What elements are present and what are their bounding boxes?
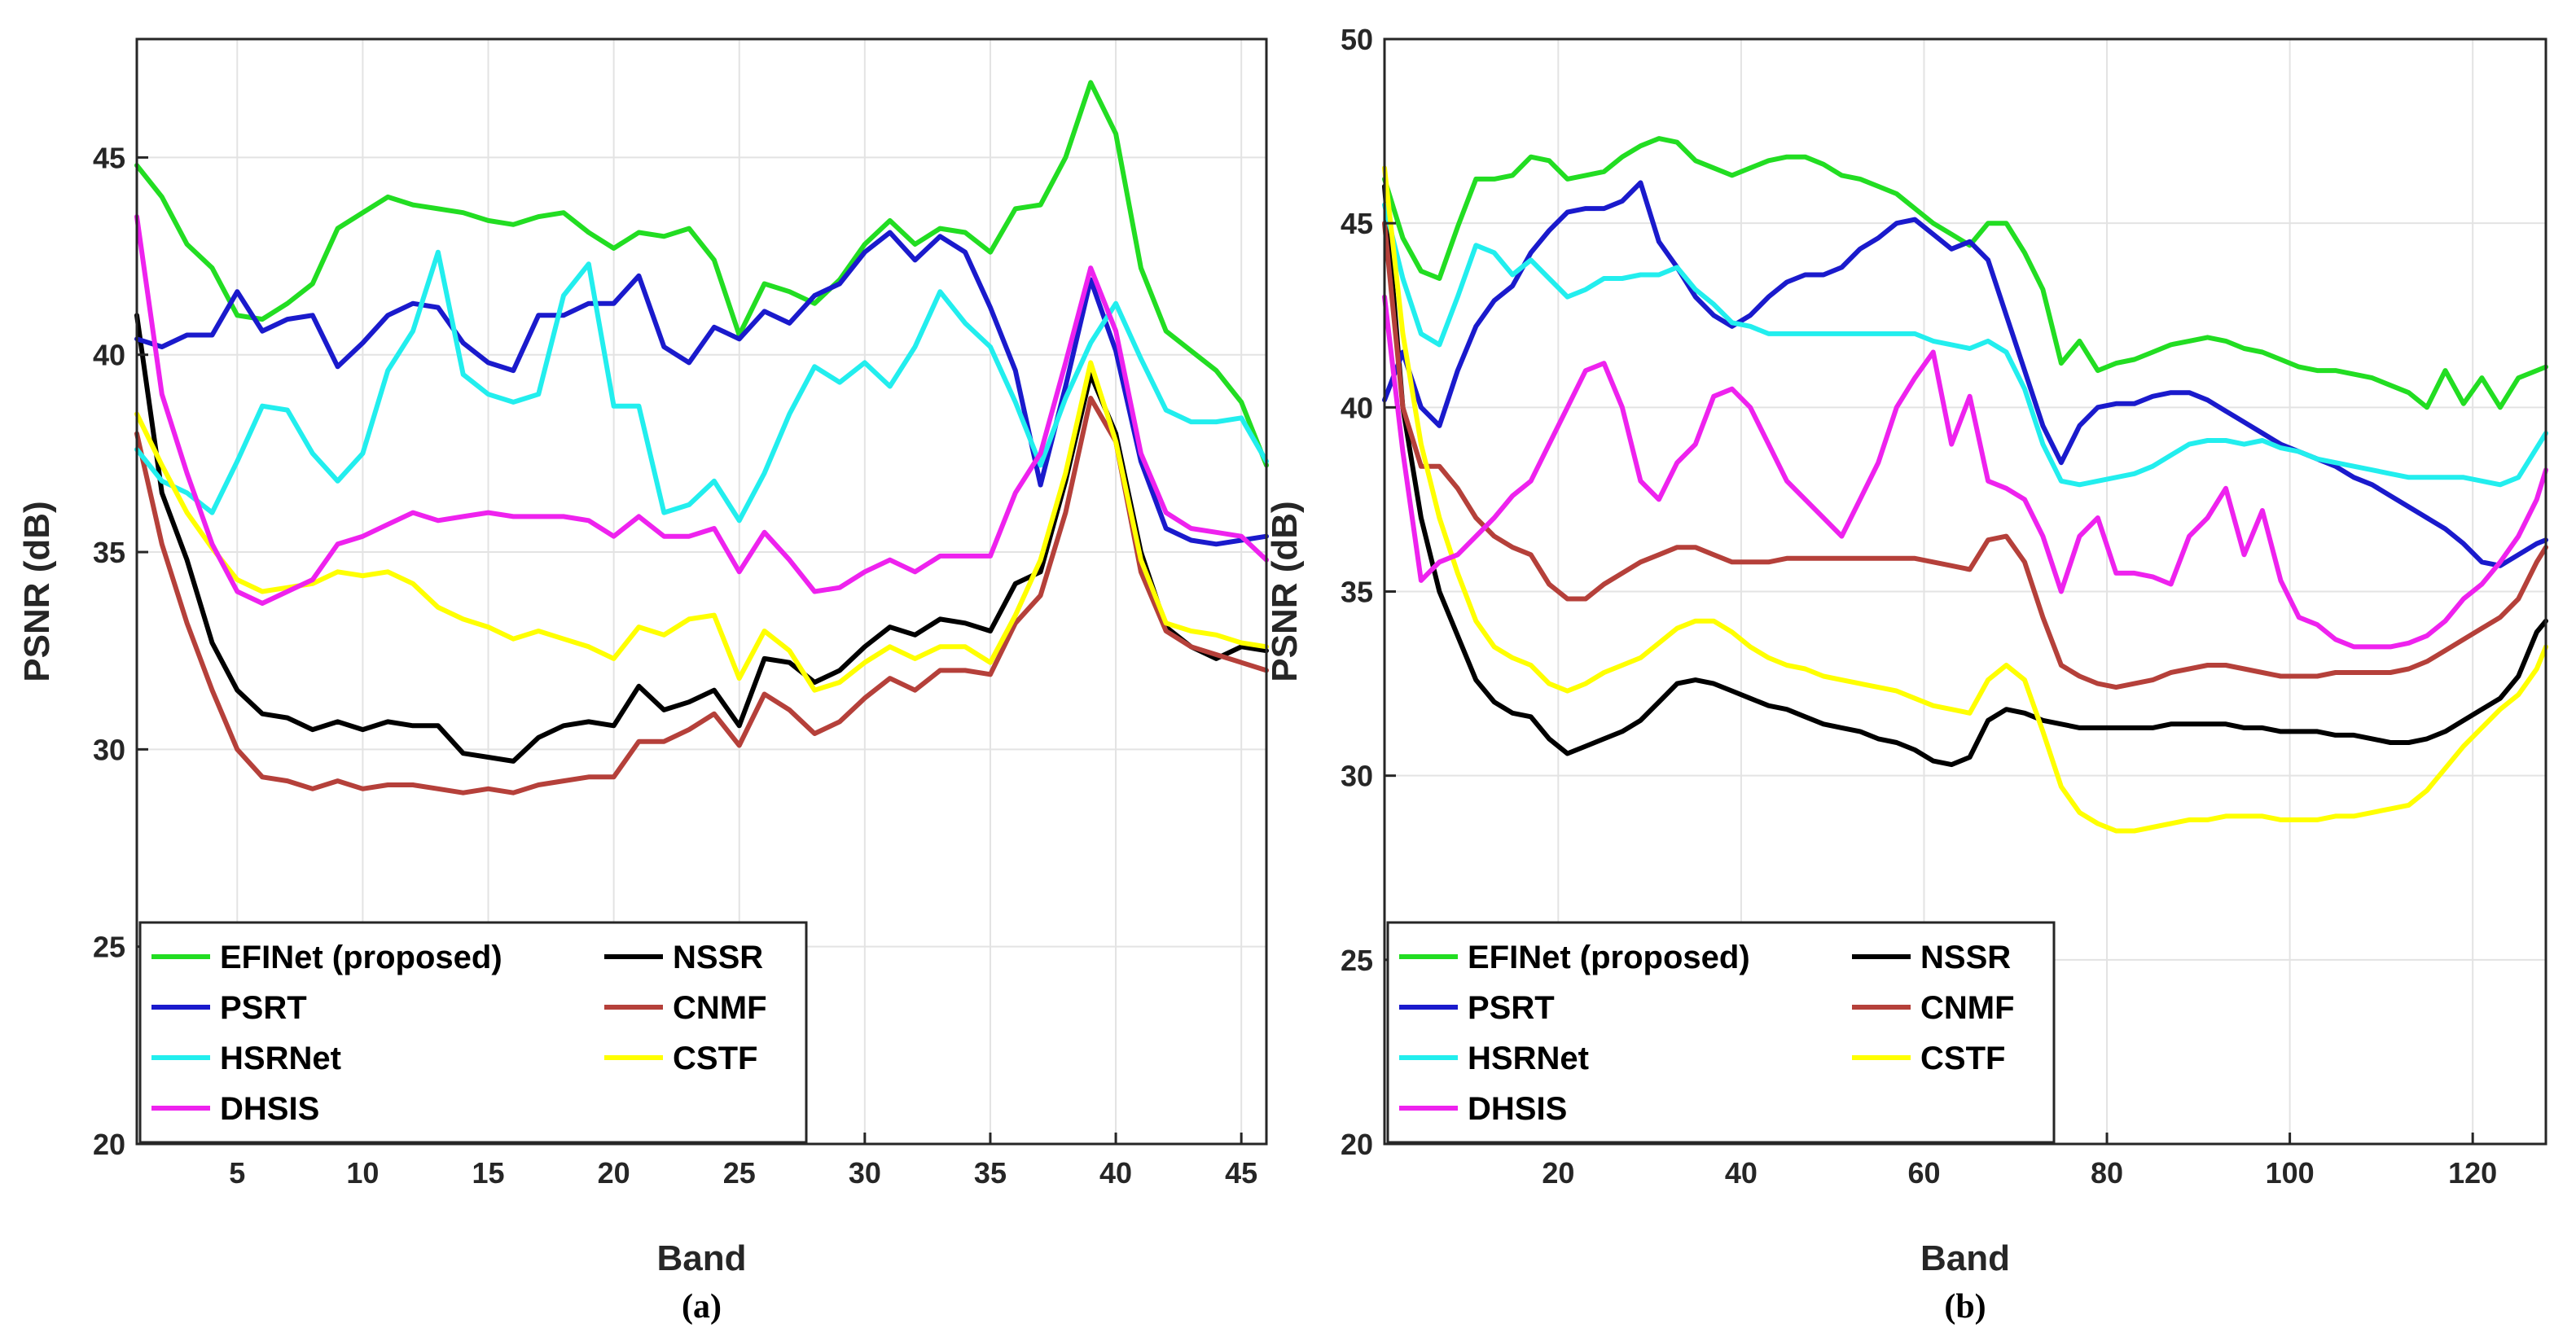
chart-a-y-label: PSNR (dB) [17, 501, 57, 681]
chart-a-y-tick-label: 40 [93, 339, 125, 372]
chart-a-legend-label-dhsis: DHSIS [220, 1091, 319, 1127]
chart-a-x-tick-label: 10 [346, 1156, 379, 1190]
chart-b-legend: EFINet (proposed) NSSR PSRT CNMF HSRNet CSTF D… [1386, 921, 2056, 1144]
chart-a-legend-label-hsrnet: HSRNet [220, 1041, 341, 1076]
chart-b-legend-label-nssr: NSSR [1920, 940, 2011, 975]
chart-b-y-ticks: 20 25 30 35 40 45 50 [1341, 23, 1396, 1161]
chart-a-series-cstf [134, 360, 1269, 693]
chart-b-y-tick-label: 20 [1341, 1128, 1373, 1161]
chart-b-y-tick-label: 25 [1341, 944, 1373, 977]
chart-a-caption: (a) [682, 1288, 722, 1326]
chart-a-y-tick-label: 25 [93, 931, 125, 964]
chart-a-series-hsrnet [134, 249, 1269, 524]
chart-a: 5 10 15 20 25 30 35 40 45 20 25 30 35 40 45 Band PSNR… [17, 37, 1269, 1326]
chart-b-y-tick-label: 50 [1341, 23, 1373, 56]
chart-a-x-tick-label: 40 [1099, 1156, 1132, 1190]
chart-a-x-tick-label: 30 [849, 1156, 881, 1190]
chart-b-y-tick-label: 45 [1341, 207, 1373, 240]
chart-b-series-dhsis [1382, 294, 2548, 650]
chart-b-x-tick-label: 20 [1542, 1156, 1574, 1190]
chart-a-x-tick-label: 5 [229, 1156, 245, 1190]
chart-a-legend-box [138, 921, 808, 1144]
chart-a-y-tick-label: 20 [93, 1128, 125, 1161]
chart-a-x-tick-label: 35 [974, 1156, 1007, 1190]
chart-a-legend: EFINet (proposed) NSSR PSRT CNMF HSRNet CSTF D… [138, 921, 808, 1144]
chart-b-series-cstf [1382, 165, 2548, 834]
chart-b-x-label: Band [1920, 1238, 2010, 1278]
chart-a-x-tick-label: 25 [723, 1156, 756, 1190]
chart-b-x-tick-label: 100 [2266, 1156, 2315, 1190]
chart-b-x-tick-label: 80 [2091, 1156, 2123, 1190]
chart-a-legend-label-cnmf: CNMF [673, 990, 767, 1026]
chart-a-x-label: Band [657, 1238, 747, 1278]
chart-a-series-dhsis [134, 214, 1269, 606]
chart-a-series-cnmf [134, 396, 1269, 795]
chart-b-legend-label-cstf: CSTF [1920, 1041, 2005, 1076]
chart-b-y-tick-label: 40 [1341, 391, 1373, 424]
chart-a-y-ticks: 20 25 30 35 40 45 [93, 141, 148, 1161]
chart-a-series-psrt [134, 230, 1269, 547]
chart-a-y-tick-label: 30 [93, 733, 125, 766]
chart-a-x-tick-label: 20 [598, 1156, 630, 1190]
chart-b-series-psrt [1382, 180, 2548, 568]
chart-b-x-tick-label: 40 [1725, 1156, 1758, 1190]
chart-b-series-efinet-proposed [1382, 136, 2548, 410]
chart-a-y-tick-label: 35 [93, 536, 125, 569]
chart-b-legend-label-dhsis: DHSIS [1468, 1091, 1567, 1127]
chart-a-series [134, 80, 1269, 795]
chart-b-legend-label-psrt: PSRT [1468, 990, 1555, 1026]
chart-b-series-nssr [1382, 183, 2548, 768]
chart-a-series-efinet-proposed [134, 80, 1269, 468]
chart-a-legend-label-psrt: PSRT [220, 990, 307, 1026]
chart-b-x-tick-label: 120 [2448, 1156, 2497, 1190]
chart-b-y-tick-label: 35 [1341, 576, 1373, 609]
chart-a-axes-frame [135, 37, 1268, 1146]
chart-b-series-hsrnet [1382, 202, 2548, 488]
chart-b-series [1382, 136, 2548, 834]
chart-b-x-tick-label: 60 [1907, 1156, 1940, 1190]
chart-a-legend-label-efinet-proposed: EFINet (proposed) [220, 940, 502, 975]
chart-b: 20 40 60 80 100 120 20 25 30 35 40 45 50 Band PSNR … [1265, 23, 2548, 1326]
chart-b-y-label: PSNR (dB) [1265, 501, 1305, 681]
chart-a-legend-label-cstf: CSTF [673, 1041, 757, 1076]
chart-b-series-cnmf [1382, 221, 2548, 690]
chart-b-legend-label-cnmf: CNMF [1920, 990, 2015, 1026]
chart-b-caption: (b) [1944, 1288, 1986, 1326]
chart-a-x-tick-label: 45 [1225, 1156, 1257, 1190]
chart-a-legend-label-nssr: NSSR [673, 940, 763, 975]
chart-b-legend-box [1386, 921, 2056, 1144]
chart-a-x-tick-label: 15 [472, 1156, 504, 1190]
chart-a-x-ticks: 5 10 15 20 25 30 35 40 45 [229, 1133, 1257, 1190]
chart-a-y-tick-label: 45 [93, 141, 125, 174]
chart-b-y-tick-label: 30 [1341, 760, 1373, 793]
chart-b-legend-label-hsrnet: HSRNet [1468, 1041, 1589, 1076]
chart-b-legend-label-efinet-proposed: EFINet (proposed) [1468, 940, 1750, 975]
